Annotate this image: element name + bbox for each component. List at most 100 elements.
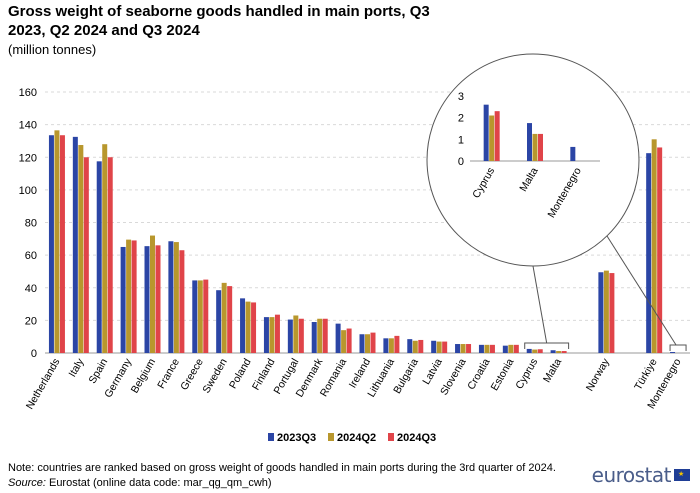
bar — [311, 322, 317, 353]
bar — [478, 344, 484, 353]
bar — [179, 250, 185, 353]
bar — [603, 270, 609, 353]
cyprus-malta-bracket — [524, 342, 570, 349]
bar — [173, 242, 179, 353]
bar — [107, 157, 113, 353]
bar — [263, 317, 269, 353]
bar — [359, 334, 365, 353]
inset-bar — [527, 123, 532, 161]
bar — [556, 351, 562, 353]
bar — [203, 279, 209, 353]
bar — [48, 135, 54, 353]
source-text: Eurostat (online data code: mar_qg_qm_cw… — [45, 477, 272, 489]
bar — [526, 348, 532, 353]
bar — [150, 235, 155, 353]
bar — [657, 147, 663, 353]
bar — [346, 328, 352, 353]
y-tick-label: 100 — [19, 185, 37, 197]
callout-line — [532, 265, 548, 344]
inset-y-tick-label: 3 — [458, 91, 464, 103]
legend-label: 2024Q3 — [397, 432, 436, 444]
inset-bar — [570, 146, 576, 161]
bar — [317, 318, 323, 353]
x-tick-label: Latvia — [420, 356, 444, 386]
inset-bar — [483, 104, 489, 161]
bar — [341, 330, 347, 353]
bar — [394, 335, 400, 353]
legend-swatch — [268, 433, 274, 441]
bar — [431, 340, 437, 353]
bar — [513, 344, 519, 353]
bar — [508, 344, 514, 353]
bar — [287, 319, 293, 353]
y-tick-label: 140 — [19, 120, 37, 132]
legend-label: 2023Q3 — [277, 432, 316, 444]
y-tick-label: 80 — [25, 218, 37, 230]
bar — [102, 144, 108, 353]
bar — [537, 349, 543, 353]
y-tick-label: 40 — [25, 283, 37, 295]
bar — [484, 344, 490, 353]
legend-swatch — [388, 433, 394, 441]
bar — [550, 350, 556, 353]
bar — [502, 345, 508, 353]
y-tick-label: 0 — [31, 348, 37, 360]
brand-text: eurostat — [591, 463, 672, 487]
inset-bar — [538, 133, 543, 161]
chart-title: Gross weight of seaborne goods handled i… — [8, 3, 430, 39]
bar — [155, 245, 161, 353]
bar — [274, 314, 280, 353]
x-tick-label: Norway — [584, 356, 613, 393]
bar — [216, 290, 222, 353]
bar — [388, 338, 394, 353]
eurostat-logo: eurostat — [592, 463, 690, 487]
bar — [298, 318, 304, 353]
bar — [59, 135, 65, 353]
bar — [418, 339, 424, 353]
inset-bar — [532, 133, 538, 161]
bar — [532, 349, 538, 353]
x-tick-label: Netherlands — [24, 357, 63, 412]
bar — [335, 323, 341, 353]
bar — [322, 318, 328, 353]
bar — [197, 280, 203, 353]
bar — [466, 344, 472, 353]
bar — [269, 317, 275, 353]
bar — [412, 340, 418, 353]
bar — [240, 298, 246, 353]
bar — [72, 136, 78, 353]
bar — [460, 344, 466, 353]
source-label: Source: — [8, 477, 46, 489]
inset-y-tick-label: 2 — [458, 113, 464, 125]
y-tick-label: 20 — [25, 315, 37, 327]
bar — [407, 339, 413, 353]
bar — [489, 344, 495, 353]
bar — [78, 145, 84, 353]
chart-subtitle: (million tonnes) — [8, 42, 97, 57]
bar — [651, 139, 657, 353]
bar — [442, 341, 448, 353]
x-tick-label: Cyprus — [513, 357, 540, 392]
bar — [383, 338, 389, 353]
bar — [370, 332, 376, 353]
bar — [54, 130, 60, 353]
bar — [455, 344, 461, 353]
source-line: Source: Eurostat (online data code: mar_… — [8, 476, 556, 491]
bar — [609, 273, 615, 353]
bar — [245, 301, 251, 353]
bar — [144, 246, 150, 353]
bar — [168, 241, 174, 353]
legend-label: 2024Q2 — [337, 432, 376, 444]
bar — [120, 246, 126, 353]
eu-flag-icon — [674, 469, 690, 481]
bar — [561, 351, 567, 353]
y-tick-label: 120 — [19, 152, 37, 164]
callout-line — [606, 235, 677, 346]
x-tick-label: Malta — [541, 356, 564, 384]
x-tick-label: Estonia — [489, 356, 517, 392]
bar — [436, 341, 442, 353]
inset-bar — [489, 115, 495, 161]
inset-y-tick-label: 1 — [458, 134, 464, 146]
bar — [126, 239, 132, 353]
legend-swatch — [328, 433, 334, 441]
